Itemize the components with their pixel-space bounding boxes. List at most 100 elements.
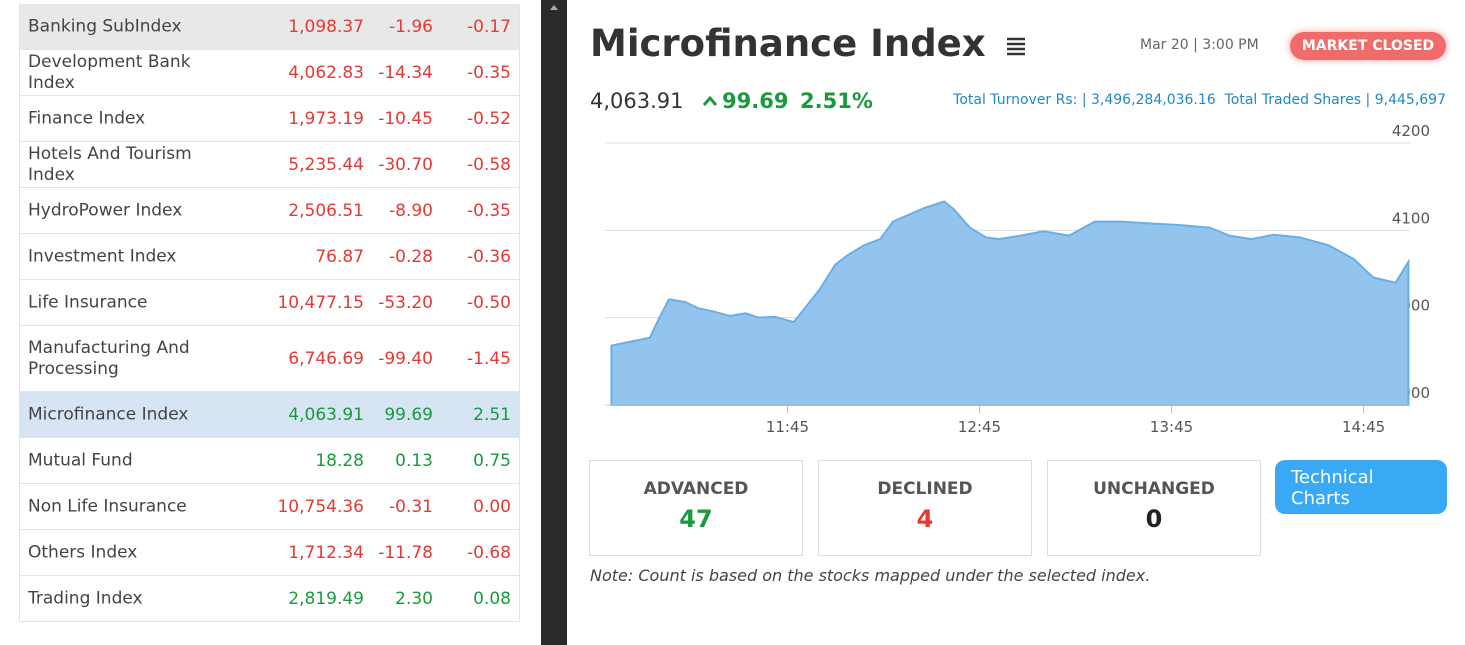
table-row[interactable]: Development Bank Index 4,062.83 -14.34 -0.3… <box>20 50 519 96</box>
cell-value: 6,746.69 <box>288 348 364 369</box>
cell-name: Finance Index <box>28 108 146 128</box>
table-row[interactable]: HydroPower Index 2,506.51 -8.90 -0.35 <box>20 188 519 234</box>
cell-value: 18.28 <box>315 450 364 471</box>
turnover: 3,496,284,036.16 <box>1091 92 1216 108</box>
index-table: Banking SubIndex 1,098.37 -1.96 -0.17 Develo… <box>19 4 520 622</box>
cell-value: -1.96 <box>389 16 433 37</box>
shares: 9,445,697 <box>1374 92 1446 108</box>
cell-value: 76.87 <box>315 246 364 267</box>
x-tick-label: 11:45 <box>766 418 809 436</box>
cell-value: 2.51 <box>473 404 511 425</box>
cell-value: -0.68 <box>467 542 511 563</box>
cell-value: -10.45 <box>378 108 433 129</box>
cell-value: -30.70 <box>378 154 433 175</box>
cell-name: Others Index <box>28 542 138 562</box>
cell-name: Trading Index <box>28 588 143 608</box>
title-text: Microfinance Index <box>590 22 986 65</box>
table-row[interactable]: Manufacturing And Processing 6,746.69 -99.… <box>20 326 519 392</box>
cell-value: -8.90 <box>389 200 433 221</box>
table-row[interactable]: Trading Index 2,819.49 2.30 0.08 <box>20 576 519 622</box>
note: Note: Count is based on the stocks mappe… <box>590 566 1151 585</box>
cell-value: -0.35 <box>467 62 511 83</box>
shares-label: Total Traded Shares | <box>1224 92 1371 108</box>
cell-value: 1,098.37 <box>288 16 364 37</box>
x-tick-label: 12:45 <box>958 418 1001 436</box>
cell-value: -53.20 <box>378 292 433 313</box>
cell-name: Manufacturing And Processing <box>28 337 190 379</box>
cell-value: 1,712.34 <box>288 542 364 563</box>
cell-name: Development Bank Index <box>28 51 191 93</box>
cell-value: 2,506.51 <box>288 200 364 221</box>
price: 4,063.91 <box>590 89 684 113</box>
cell-value: 2,819.49 <box>288 588 364 609</box>
stat-value: 0 <box>1145 505 1163 533</box>
cell-value: 10,754.36 <box>277 496 364 517</box>
table-row[interactable]: Hotels And Tourism Index 5,235.44 -30.70 -0… <box>20 142 519 188</box>
cell-name: Hotels And Tourism Index <box>28 143 192 185</box>
y-tick-label: 4100 <box>1392 209 1430 227</box>
cell-name: Life Insurance <box>28 292 148 312</box>
stat-label: DECLINED <box>877 479 973 499</box>
cell-value: 2.30 <box>395 588 433 609</box>
stat-box: UNCHANGED 0 <box>1047 460 1261 556</box>
cell-value: 0.75 <box>473 450 511 471</box>
stat-label: ADVANCED <box>643 479 749 499</box>
cell-value: 0.13 <box>395 450 433 471</box>
stat-label: UNCHANGED <box>1093 479 1215 499</box>
technical-charts-button[interactable]: Technical Charts <box>1275 460 1447 514</box>
scroll-arrow <box>550 5 558 10</box>
cell-name: Non Life Insurance <box>28 496 187 516</box>
x-tick-label: 14:45 <box>1342 418 1385 436</box>
cell-value: 0.00 <box>473 496 511 517</box>
datetime: Mar 20 | 3:00 PM <box>1140 37 1259 53</box>
cell-name: Mutual Fund <box>28 450 133 470</box>
cell-value: -0.35 <box>467 200 511 221</box>
cell-value: -0.36 <box>467 246 511 267</box>
turnover-info: Total Turnover Rs: | 3,496,284,036.16 To… <box>953 92 1446 108</box>
table-row[interactable]: Banking SubIndex 1,098.37 -1.96 -0.17 <box>20 4 519 50</box>
percent-change: 2.51% <box>800 89 873 113</box>
cell-value: -11.78 <box>378 542 433 563</box>
stat-value: 47 <box>679 505 713 533</box>
table-row[interactable]: Non Life Insurance 10,754.36 -0.31 0.00 <box>20 484 519 530</box>
cell-value: 1,973.19 <box>288 108 364 129</box>
cell-value: 4,063.91 <box>288 404 364 425</box>
area <box>610 200 1410 406</box>
cell-value: 10,477.15 <box>277 292 364 313</box>
cell-value: -14.34 <box>378 62 433 83</box>
cell-name: HydroPower Index <box>28 200 183 220</box>
cell-name: Microfinance Index <box>28 404 189 424</box>
cell-value: 99.69 <box>384 404 433 425</box>
table-row[interactable]: Others Index 1,712.34 -11.78 -0.68 <box>20 530 519 576</box>
cell-name: Banking SubIndex <box>28 16 182 36</box>
cell-value: 4,062.83 <box>288 62 364 83</box>
table-row[interactable]: Microfinance Index 4,063.91 99.69 2.51 <box>20 392 519 438</box>
scrollbar[interactable] <box>541 0 567 645</box>
stat-box: DECLINED 4 <box>818 460 1032 556</box>
table-row[interactable]: Life Insurance 10,477.15 -53.20 -0.50 <box>20 280 519 326</box>
table-row[interactable]: Mutual Fund 18.28 0.13 0.75 <box>20 438 519 484</box>
cell-value: -0.31 <box>389 496 433 517</box>
cell-value: 0.08 <box>473 588 511 609</box>
cell-value: 5,235.44 <box>288 154 364 175</box>
x-tick-label: 13:45 <box>1150 418 1193 436</box>
cell-value: -1.45 <box>467 348 511 369</box>
cell-value: -0.28 <box>389 246 433 267</box>
cell-value: -0.58 <box>467 154 511 175</box>
menu-icon[interactable] <box>1005 35 1027 57</box>
index-title: Microfinance Index <box>590 22 1027 65</box>
cell-value: -0.17 <box>467 16 511 37</box>
table-row[interactable]: Investment Index 76.87 -0.28 -0.36 <box>20 234 519 280</box>
y-tick-label: 4200 <box>1392 122 1430 140</box>
cell-value: -99.40 <box>378 348 433 369</box>
stat-value: 4 <box>916 505 934 533</box>
market-status: MARKET CLOSED <box>1290 32 1446 60</box>
turnover-label: Total Turnover Rs: | <box>953 92 1087 108</box>
cell-value: -0.52 <box>467 108 511 129</box>
cell-name: Investment Index <box>28 246 177 266</box>
table-row[interactable]: Finance Index 1,973.19 -10.45 -0.52 <box>20 96 519 142</box>
up-caret <box>702 95 718 106</box>
change: 99.69 <box>722 89 789 113</box>
